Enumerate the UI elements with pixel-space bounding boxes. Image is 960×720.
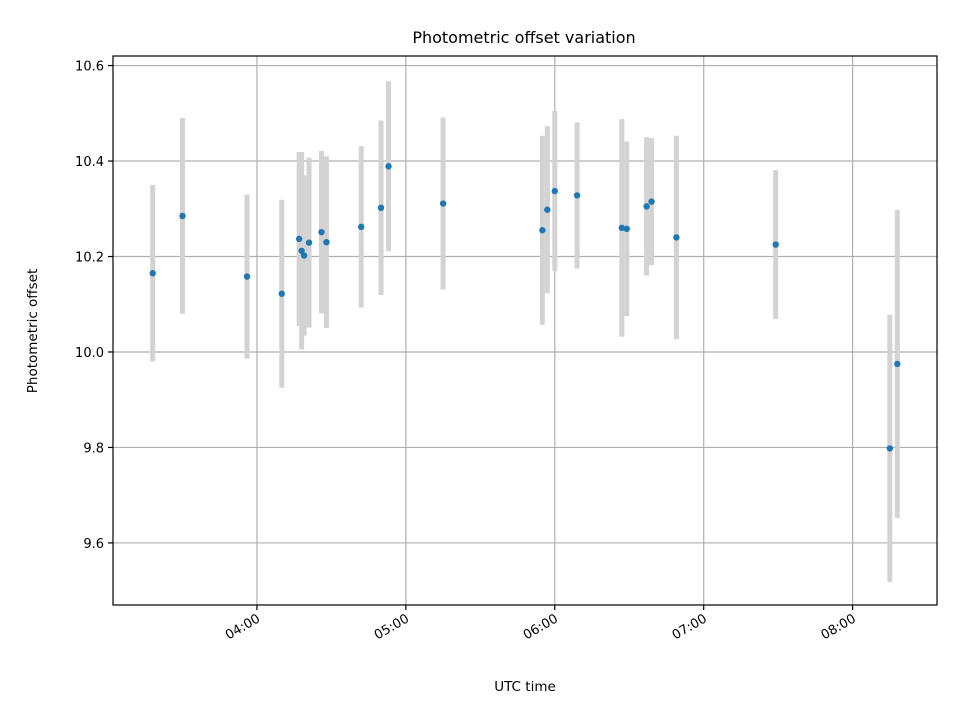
data-point [323,238,330,246]
y-axis-label: Photometric offset [25,269,41,393]
data-point [357,223,365,231]
x-tick-label: 04:00 [223,611,263,643]
x-tick-label: 06:00 [521,611,561,643]
data-point [623,225,630,233]
data-point [772,241,779,248]
x-axis-label: UTC time [494,679,556,695]
data-point [295,235,303,243]
y-tick-label: 10.4 [75,155,104,170]
data-point [573,192,581,199]
y-tick-label: 10.2 [75,251,104,266]
data-point [278,290,285,297]
data-point [544,206,551,213]
data-point [300,252,308,259]
chart-title: Photometric offset variation [412,28,635,47]
data-point [539,227,546,234]
data-point [149,270,156,277]
data-point [673,234,680,241]
data-point [305,239,313,246]
data-point [643,203,650,210]
plot-frame [112,55,938,606]
data-point [648,198,655,205]
error-bar-layer [150,81,900,583]
x-tick-label: 07:00 [670,611,710,643]
data-point [179,212,186,220]
y-tick-label: 10.6 [75,60,104,75]
axis-tick-layer: 04:00 05:00 06:00 07:00 08:00 9.6 9.8 10.0 10.2 1… [75,60,859,644]
data-point [894,360,901,368]
data-point [298,247,305,254]
data-point [618,224,625,232]
x-tick-label: 05:00 [372,611,412,643]
data-point [886,445,894,452]
data-point [385,163,392,170]
data-point [243,273,251,280]
data-point [318,228,325,236]
data-point [551,187,558,195]
y-tick-label: 10.0 [75,346,104,361]
y-tick-label: 9.6 [83,537,104,552]
grid-layer [113,56,937,605]
data-point [377,204,385,212]
data-point-layer [149,163,901,452]
data-point [439,200,447,207]
y-tick-label: 9.8 [83,441,104,456]
x-tick-label: 08:00 [819,611,859,643]
